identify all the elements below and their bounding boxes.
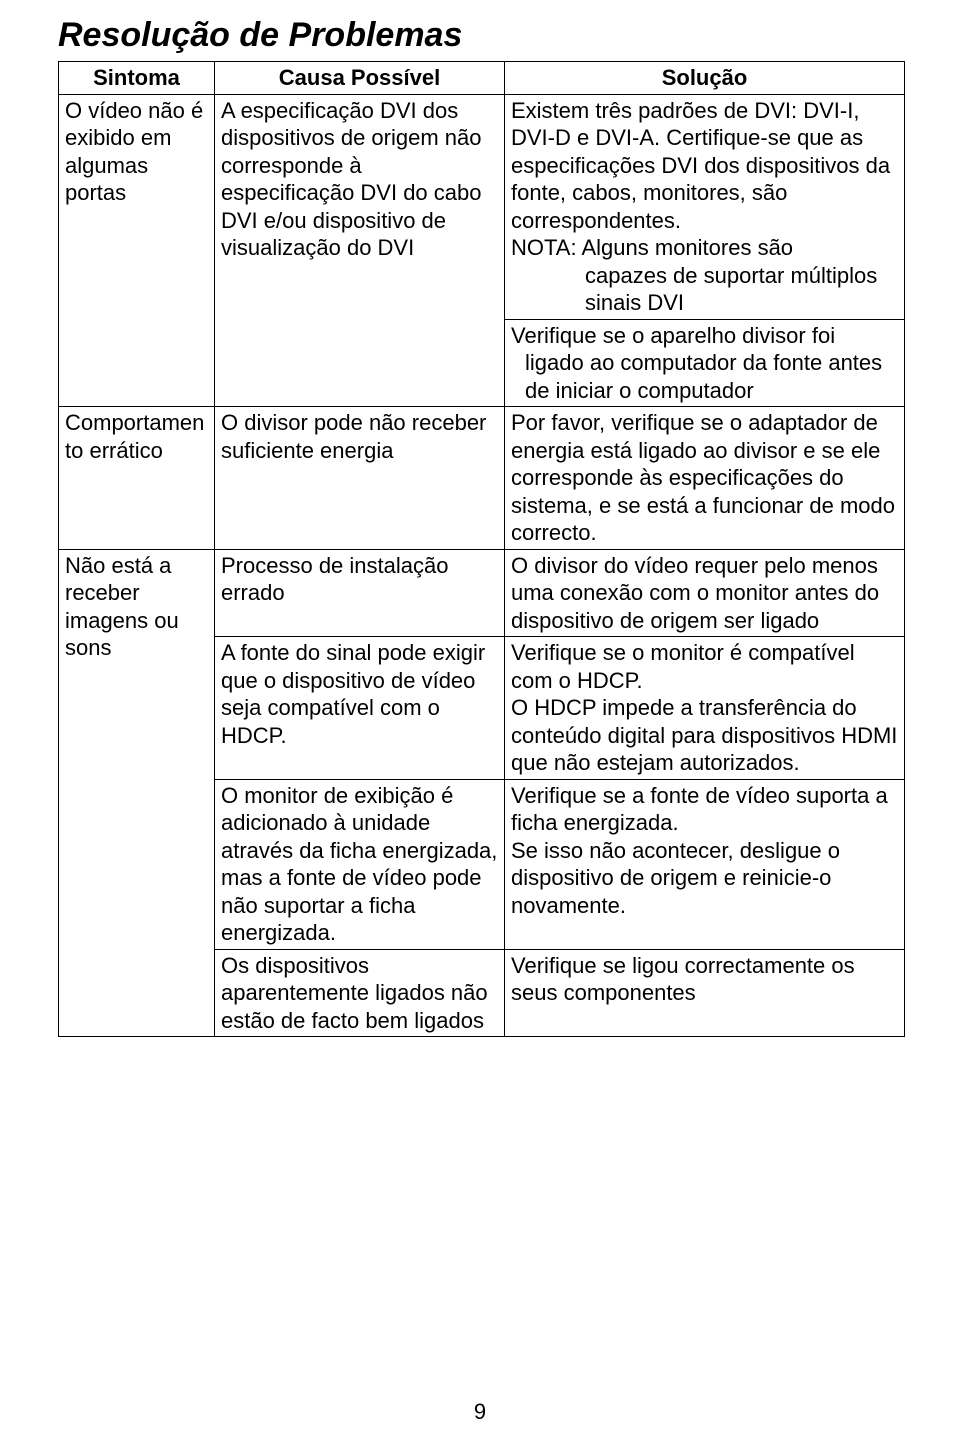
header-sintoma: Sintoma (59, 62, 215, 95)
cell-solucao: O divisor do vídeo requer pelo menos uma… (505, 549, 905, 637)
cell-causa: Processo de instalação errado (215, 549, 505, 637)
cell-solucao: Verifique se o aparelho divisor foi liga… (505, 319, 905, 407)
header-solucao: Solução (505, 62, 905, 95)
cell-sintoma: O vídeo não é exibido em algumas portas (59, 94, 215, 407)
solution-note-line2: capazes de suportar múltiplos sinais DVI (511, 262, 898, 317)
troubleshooting-table: Sintoma Causa Possível Solução O vídeo n… (58, 61, 905, 1037)
cell-solucao: Verifique se a fonte de vídeo suporta a … (505, 779, 905, 949)
cell-causa: Os dispositivos aparentemente ligados nã… (215, 949, 505, 1037)
cell-causa: O divisor pode não receber suficiente en… (215, 407, 505, 550)
solution-text: Existem três padrões de DVI: DVI-I, DVI-… (511, 98, 890, 233)
page-number: 9 (0, 1399, 960, 1425)
cell-solucao: Verifique se ligou correctamente os seus… (505, 949, 905, 1037)
solution-text-line1: Verifique se o aparelho divisor foi (511, 323, 835, 348)
solution-text-line2: ligado ao computador da fonte antes de i… (511, 349, 898, 404)
table-row: Não está a receber imagens ou sons Proce… (59, 549, 905, 637)
header-causa: Causa Possível (215, 62, 505, 95)
cell-causa: O monitor de exibição é adicionado à uni… (215, 779, 505, 949)
cell-solucao: Verifique se o monitor é compatível com … (505, 637, 905, 780)
table-header-row: Sintoma Causa Possível Solução (59, 62, 905, 95)
cell-sintoma: Comportamento errático (59, 407, 215, 550)
table-row: Comportamento errático O divisor pode nã… (59, 407, 905, 550)
cell-solucao: Existem três padrões de DVI: DVI-I, DVI-… (505, 94, 905, 319)
page: Resolução de Problemas Sintoma Causa Pos… (0, 0, 960, 1451)
table-row: O vídeo não é exibido em algumas portas … (59, 94, 905, 319)
cell-solucao: Por favor, verifique se o adaptador de e… (505, 407, 905, 550)
cell-causa: A fonte do sinal pode exigir que o dispo… (215, 637, 505, 780)
solution-note-line1: NOTA: Alguns monitores são (511, 235, 793, 260)
cell-sintoma: Não está a receber imagens ou sons (59, 549, 215, 1037)
cell-causa: A especificação DVI dos dispositivos de … (215, 94, 505, 407)
page-title: Resolução de Problemas (58, 16, 902, 55)
